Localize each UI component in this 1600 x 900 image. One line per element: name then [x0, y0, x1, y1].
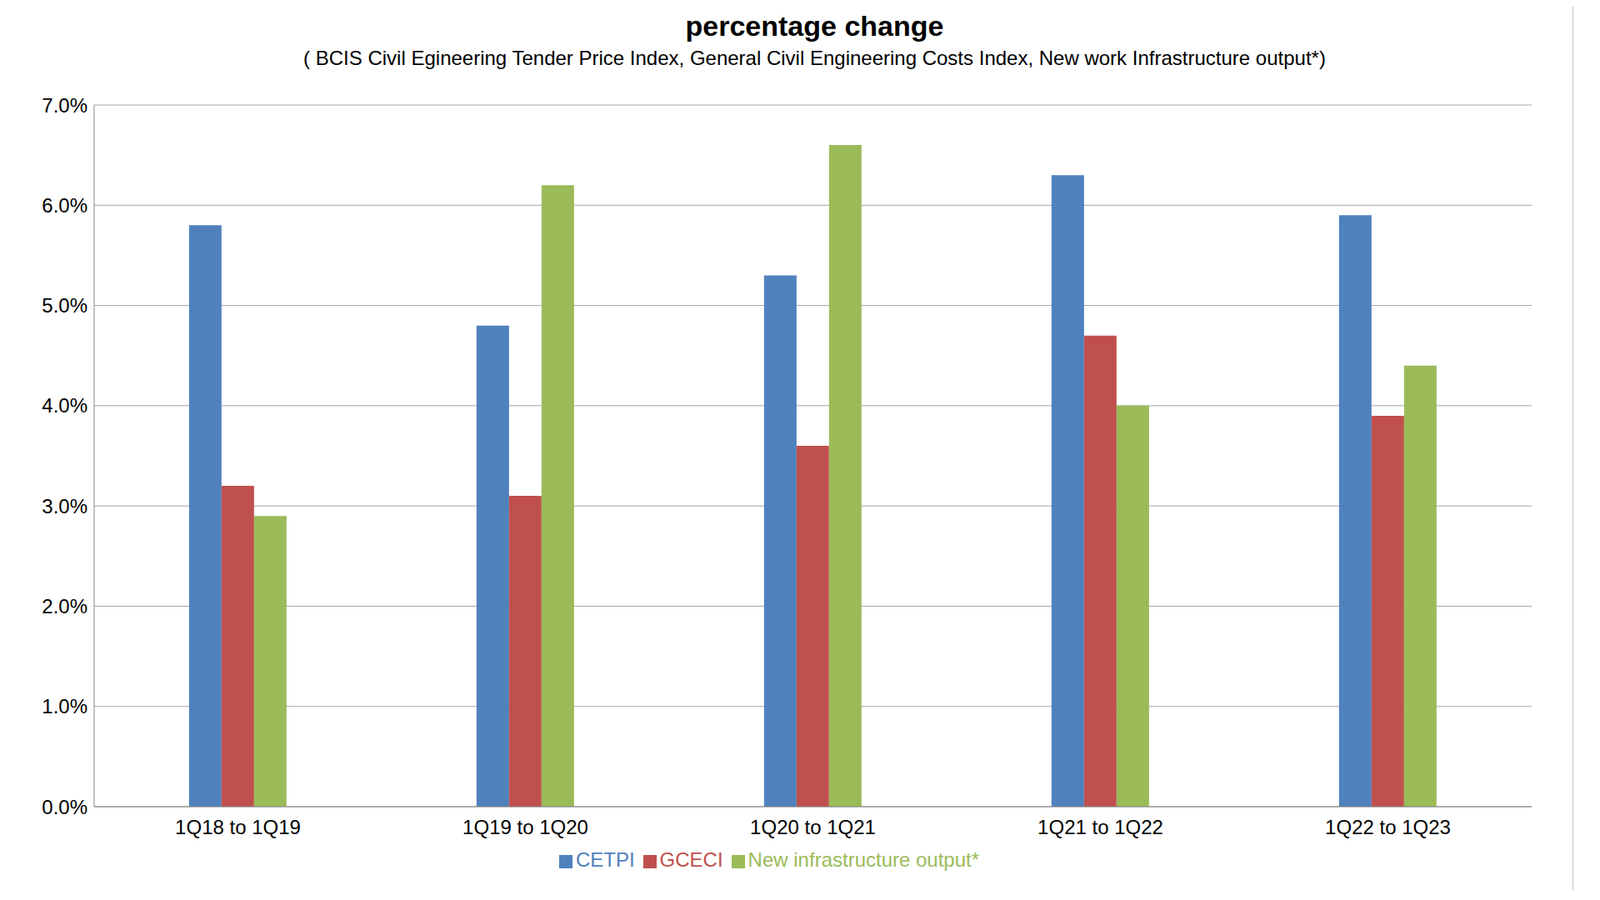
- svg-text:2.0%: 2.0%: [41, 595, 88, 618]
- html-text:GCECI: GCECI: [659, 848, 723, 871]
- svg-text:1Q18 to 1Q19: 1Q18 to 1Q19: [175, 815, 301, 839]
- svg-text:1.0%: 1.0%: [41, 695, 88, 718]
- svg-text:3.0%: 3.0%: [41, 495, 88, 518]
- svg-text:1Q21 to 1Q22: 1Q21 to 1Q22: [1037, 815, 1164, 839]
- html-text:( BCIS Civil Egineering Tender: ( BCIS Civil Egineering Tender Price Ind…: [303, 46, 1326, 70]
- svg-text:4.0%: 4.0%: [41, 394, 88, 417]
- svg-text:5.0%: 5.0%: [41, 294, 88, 317]
- html-text:percentage change: percentage change: [685, 10, 944, 42]
- svg-text:1Q22 to 1Q23: 1Q22 to 1Q23: [1325, 815, 1451, 839]
- svg-text:1Q19 to 1Q20: 1Q19 to 1Q20: [462, 815, 589, 839]
- svg-text:6.0%: 6.0%: [41, 194, 88, 217]
- svg-text:1Q20 to 1Q21: 1Q20 to 1Q21: [750, 815, 876, 839]
- html-text:New infrastructure output*: New infrastructure output*: [748, 848, 980, 871]
- svg-text:7.0%: 7.0%: [41, 94, 88, 117]
- svg-text:0.0%: 0.0%: [41, 795, 88, 819]
- html-text:CETPI: CETPI: [575, 848, 635, 871]
